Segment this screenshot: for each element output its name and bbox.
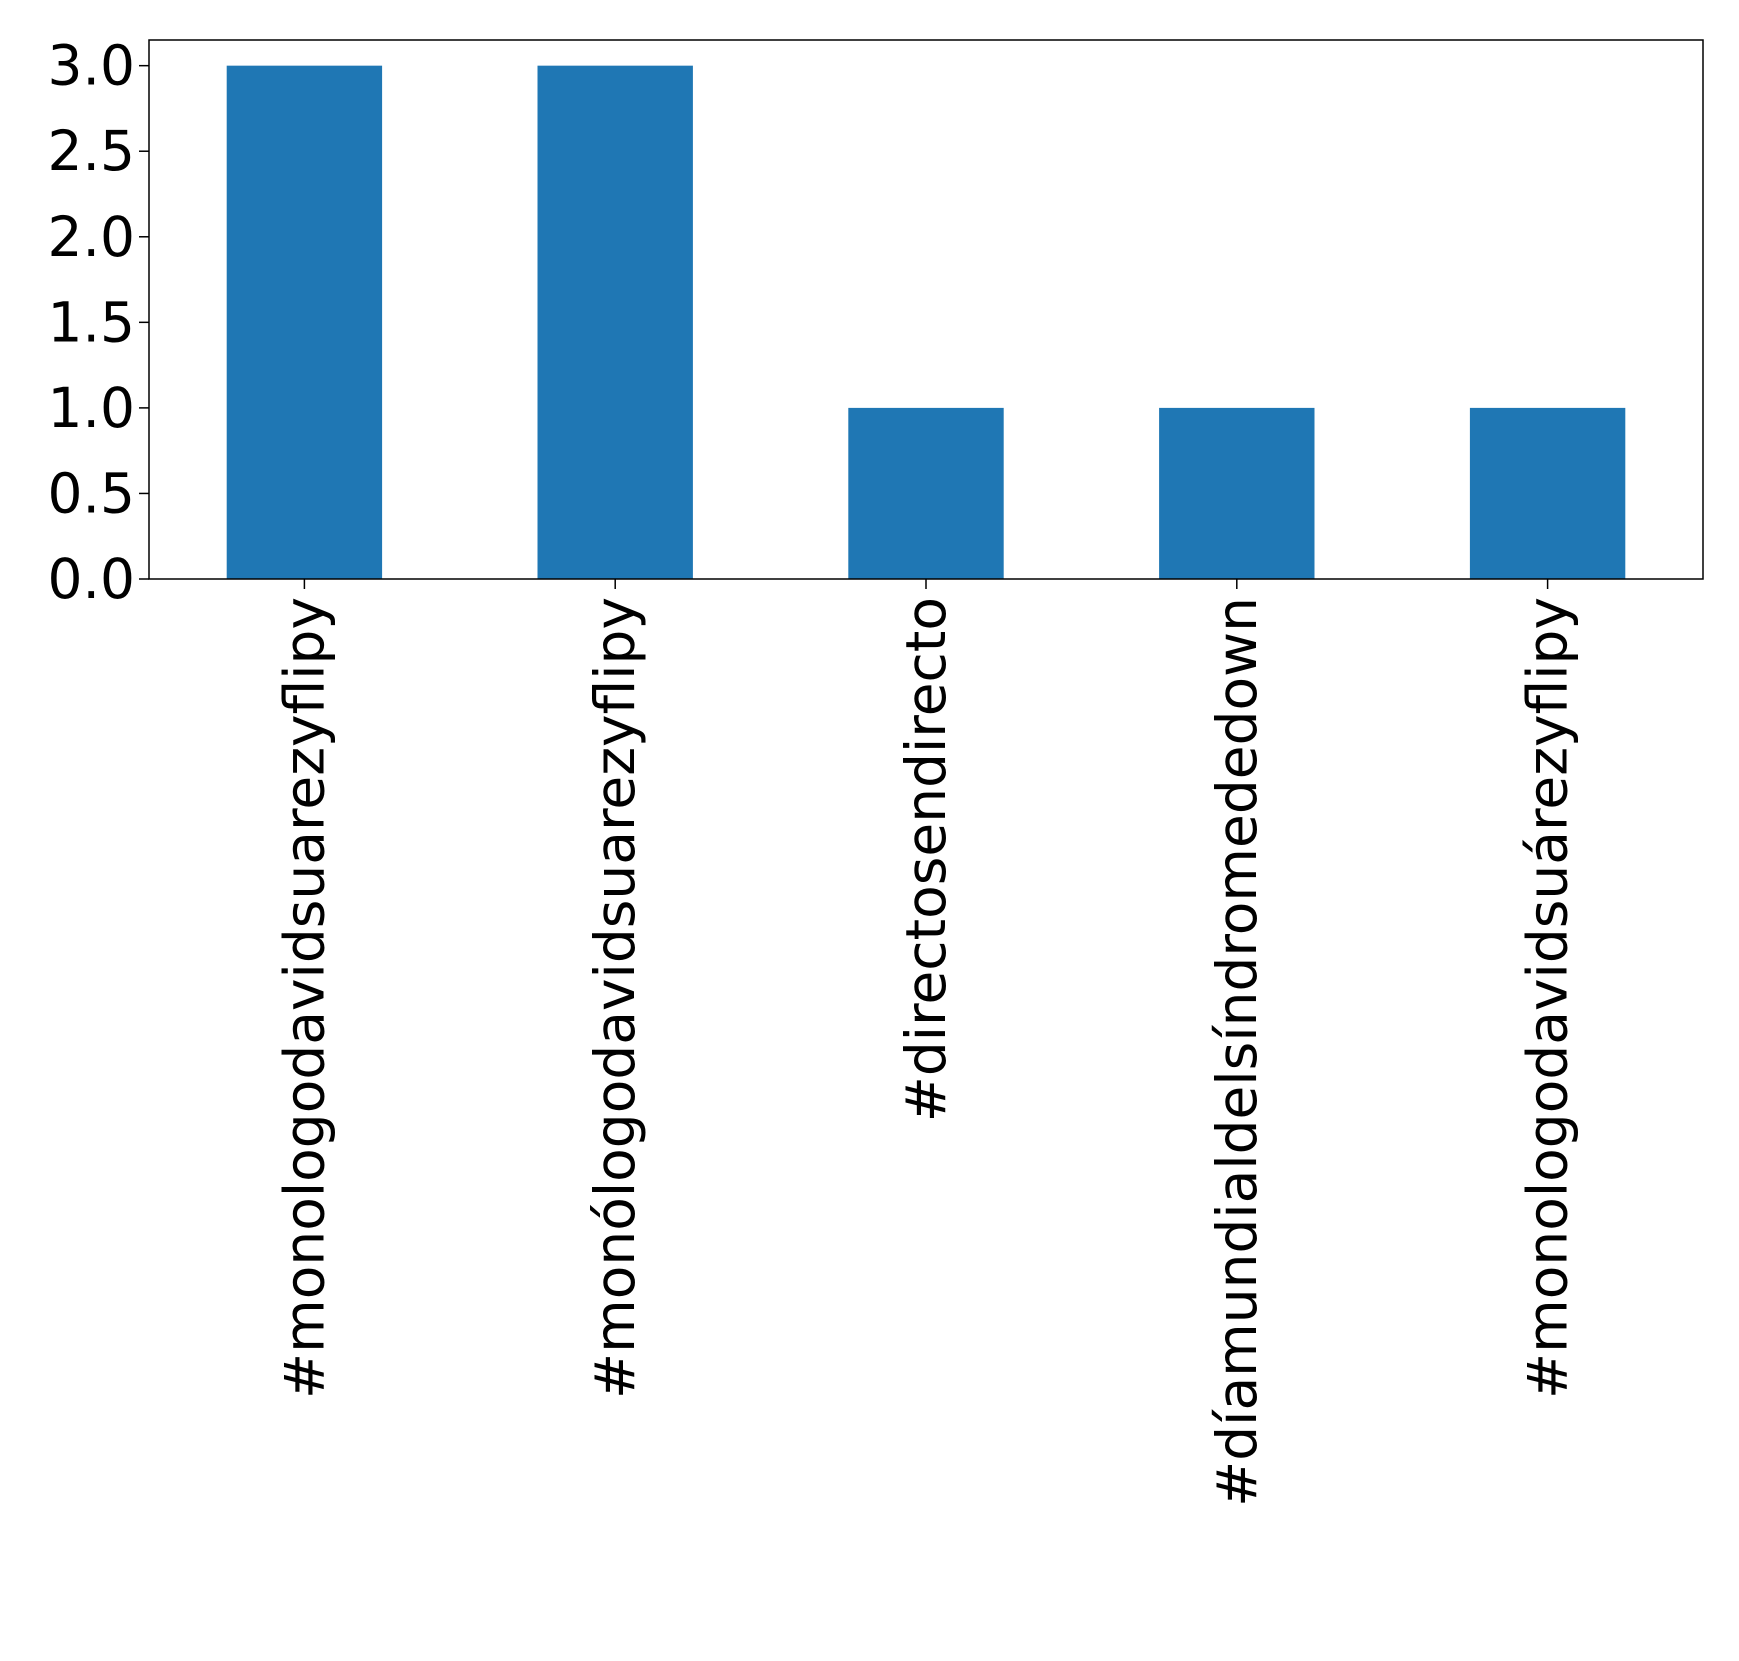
- y-tick-label: 0.0: [48, 547, 135, 611]
- bars-layer: [226, 65, 1626, 579]
- x-tick-label: #monologodavidsuarezyflipy: [272, 597, 336, 1399]
- y-tick-label: 2.5: [48, 119, 135, 183]
- bar-4: [1159, 407, 1315, 579]
- y-tick-label: 1.5: [48, 290, 135, 354]
- bar-2: [537, 65, 693, 579]
- x-tick-label: #directosendirecto: [894, 597, 958, 1122]
- bar-3: [848, 407, 1004, 579]
- x-tick-label: #monologodavidsuárezyflipy: [1516, 597, 1580, 1399]
- y-tick-label: 3.0: [48, 34, 135, 98]
- bar-5: [1469, 407, 1626, 579]
- y-tick-label: 2.0: [48, 205, 135, 269]
- bar-1: [226, 65, 383, 579]
- y-tick-label: 1.0: [48, 376, 135, 440]
- x-tick-label: #díamundialdelsíndromededown: [1205, 597, 1269, 1507]
- y-axis: 0.0 0.5 1.0 1.5 2.0 2.5 3.0: [48, 34, 149, 611]
- x-axis: #monologodavidsuarezyflipy #monólogodavid…: [272, 579, 1580, 1507]
- y-tick-label: 0.5: [48, 461, 135, 525]
- x-tick-label: #monólogodavidsuarezyflipy: [583, 597, 647, 1399]
